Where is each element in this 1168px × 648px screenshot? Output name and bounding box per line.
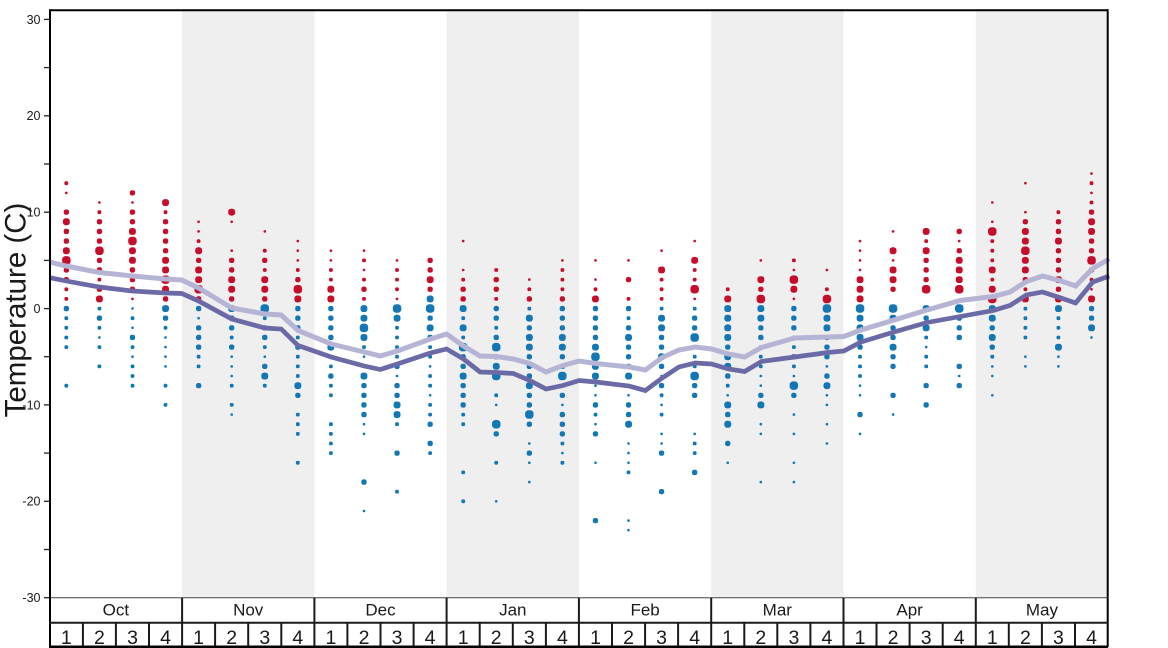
svg-text:3: 3 (392, 627, 403, 648)
svg-text:3: 3 (656, 627, 667, 648)
svg-text:3: 3 (524, 627, 535, 648)
svg-text:2: 2 (623, 627, 634, 648)
svg-text:4: 4 (821, 627, 832, 648)
svg-text:3: 3 (127, 627, 138, 648)
svg-text:Oct: Oct (103, 601, 130, 620)
svg-text:1: 1 (987, 627, 998, 648)
svg-text:4: 4 (689, 627, 700, 648)
svg-text:2: 2 (491, 627, 502, 648)
svg-text:Temperature (C): Temperature (C) (0, 203, 33, 418)
svg-text:4: 4 (292, 627, 303, 648)
svg-text:10: 10 (27, 206, 41, 220)
svg-text:4: 4 (425, 627, 436, 648)
svg-text:2: 2 (888, 627, 899, 648)
svg-text:4: 4 (160, 627, 171, 648)
svg-text:3: 3 (921, 627, 932, 648)
svg-text:3: 3 (788, 627, 799, 648)
svg-text:-30: -30 (22, 591, 40, 605)
svg-text:Dec: Dec (365, 601, 396, 620)
svg-text:2: 2 (359, 627, 370, 648)
svg-text:Jan: Jan (499, 601, 526, 620)
svg-text:2: 2 (94, 627, 105, 648)
svg-text:4: 4 (557, 627, 568, 648)
svg-text:4: 4 (954, 627, 965, 648)
svg-text:3: 3 (259, 627, 270, 648)
svg-text:1: 1 (458, 627, 469, 648)
svg-text:1: 1 (590, 627, 601, 648)
svg-text:1: 1 (722, 627, 733, 648)
svg-text:1: 1 (325, 627, 336, 648)
svg-text:Mar: Mar (763, 601, 793, 620)
svg-text:1: 1 (61, 627, 72, 648)
svg-text:3: 3 (1053, 627, 1064, 648)
svg-text:2: 2 (1020, 627, 1031, 648)
svg-text:-10: -10 (22, 398, 40, 412)
svg-text:2: 2 (755, 627, 766, 648)
svg-text:1: 1 (193, 627, 204, 648)
svg-text:30: 30 (27, 13, 41, 27)
svg-text:1: 1 (855, 627, 866, 648)
svg-text:4: 4 (1086, 627, 1097, 648)
svg-text:May: May (1026, 601, 1059, 620)
svg-text:Apr: Apr (896, 601, 923, 620)
svg-text:2: 2 (226, 627, 237, 648)
svg-text:Feb: Feb (630, 601, 659, 620)
svg-text:Nov: Nov (233, 601, 264, 620)
svg-text:0: 0 (34, 302, 41, 316)
svg-text:-20: -20 (22, 495, 40, 509)
svg-text:20: 20 (27, 109, 41, 123)
